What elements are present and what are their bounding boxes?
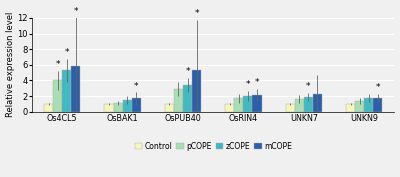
Bar bbox=[286, 104, 295, 112]
Bar bbox=[165, 104, 174, 112]
Text: *: * bbox=[185, 67, 190, 76]
Text: *: * bbox=[134, 82, 138, 91]
Bar bbox=[234, 98, 244, 112]
Bar bbox=[44, 104, 53, 112]
Bar bbox=[244, 96, 252, 112]
Bar bbox=[364, 98, 373, 112]
Bar bbox=[373, 98, 382, 112]
Bar bbox=[132, 98, 141, 112]
Bar bbox=[53, 80, 62, 112]
Bar bbox=[192, 70, 201, 112]
Text: *: * bbox=[306, 82, 311, 91]
Text: *: * bbox=[246, 80, 250, 89]
Bar bbox=[225, 104, 234, 112]
Bar bbox=[62, 70, 71, 112]
Text: *: * bbox=[255, 78, 259, 87]
Bar bbox=[174, 89, 183, 112]
Y-axis label: Relative expression level: Relative expression level bbox=[6, 12, 14, 118]
Text: *: * bbox=[56, 61, 60, 69]
Bar bbox=[114, 103, 123, 112]
Bar bbox=[355, 101, 364, 112]
Bar bbox=[183, 85, 192, 112]
Bar bbox=[252, 95, 262, 112]
Bar bbox=[104, 104, 114, 112]
Bar bbox=[123, 100, 132, 112]
Legend: Control, pCOPE, zCOPE, mCOPE: Control, pCOPE, zCOPE, mCOPE bbox=[135, 142, 292, 151]
Text: *: * bbox=[376, 83, 380, 92]
Bar bbox=[346, 104, 355, 112]
Bar bbox=[71, 65, 80, 112]
Text: *: * bbox=[194, 9, 199, 18]
Bar bbox=[295, 99, 304, 112]
Text: *: * bbox=[64, 48, 69, 57]
Bar bbox=[304, 97, 313, 112]
Text: *: * bbox=[74, 7, 78, 16]
Bar bbox=[313, 95, 322, 112]
